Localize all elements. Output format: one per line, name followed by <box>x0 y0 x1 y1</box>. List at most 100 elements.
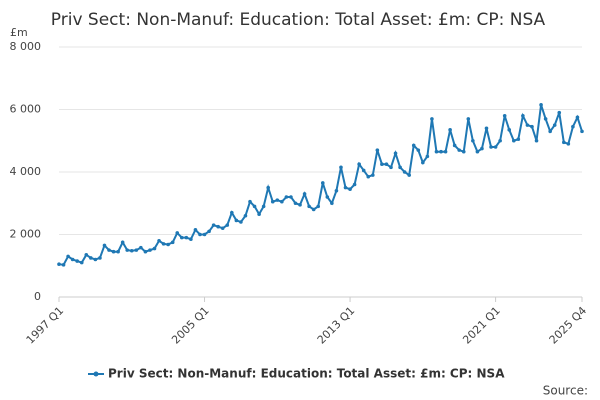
data-point <box>161 242 166 246</box>
data-point <box>525 123 530 127</box>
data-point <box>348 187 352 191</box>
data-point <box>343 185 348 190</box>
data-point <box>421 160 425 165</box>
data-point <box>398 165 402 170</box>
data-point <box>170 240 175 245</box>
y-tick-label: 6 000 <box>10 103 42 116</box>
data-point <box>416 148 421 152</box>
x-tick-label: 2005 Q1 <box>169 304 212 347</box>
data-point <box>571 124 575 129</box>
data-point <box>380 162 384 166</box>
data-point <box>448 128 452 132</box>
data-point <box>98 256 102 260</box>
data-point <box>129 248 134 253</box>
legend-marker <box>93 371 99 377</box>
data-point <box>493 145 498 149</box>
data-point <box>311 207 316 212</box>
data-point <box>543 117 548 121</box>
data-point <box>489 145 493 149</box>
series-line <box>58 104 583 266</box>
data-point <box>366 174 371 179</box>
data-point <box>425 154 430 159</box>
data-point <box>320 181 325 185</box>
data-point <box>357 162 361 166</box>
source: Source: <box>543 384 588 398</box>
data-point <box>166 242 170 247</box>
data-point <box>207 229 211 234</box>
data-point <box>102 243 107 248</box>
data-point <box>107 248 111 252</box>
data-point <box>270 199 275 204</box>
data-point <box>443 149 448 154</box>
data-point <box>457 148 462 152</box>
data-point <box>179 235 184 240</box>
data-point <box>511 138 516 143</box>
data-point <box>148 248 152 252</box>
y-tick-label: 2 000 <box>10 228 42 241</box>
data-point <box>480 146 484 151</box>
data-point <box>189 237 193 241</box>
data-point <box>411 143 416 148</box>
data-point <box>402 170 407 174</box>
data-point <box>361 168 366 173</box>
data-point <box>143 249 148 254</box>
data-point <box>152 246 157 251</box>
data-point <box>530 124 534 129</box>
data-point <box>339 165 343 170</box>
data-point <box>384 162 389 166</box>
data-point <box>302 192 307 196</box>
data-point <box>275 198 280 202</box>
legend-label: Priv Sect: Non-Manuf: Education: Total A… <box>108 367 505 381</box>
data-point <box>284 195 289 199</box>
data-point <box>280 199 284 204</box>
data-point <box>575 115 580 120</box>
data-point <box>534 138 539 143</box>
data-point <box>516 137 521 141</box>
data-point <box>89 256 93 260</box>
data-point <box>393 151 398 156</box>
data-point <box>557 110 562 115</box>
data-point <box>434 149 439 154</box>
data-point <box>566 142 571 146</box>
data-point <box>239 220 243 224</box>
y-tick-label: 8 000 <box>10 40 42 53</box>
data-point <box>193 228 198 232</box>
data-point <box>475 149 480 154</box>
data-point <box>70 257 75 262</box>
chart-title: Priv Sect: Non-Manuf: Education: Total A… <box>51 10 546 30</box>
data-point <box>257 212 261 216</box>
x-tick-label: 2013 Q1 <box>315 304 358 347</box>
data-point <box>407 173 411 177</box>
data-point <box>139 245 143 250</box>
data-point <box>116 249 120 254</box>
data-point <box>548 129 552 134</box>
data-point <box>507 128 512 132</box>
data-point <box>352 182 357 187</box>
data-point <box>325 195 330 199</box>
data-point <box>198 232 202 237</box>
data-point <box>79 260 84 265</box>
data-point <box>66 254 70 259</box>
data-point <box>502 113 507 118</box>
data-point <box>289 195 293 199</box>
data-point <box>61 263 66 267</box>
data-point <box>452 143 457 148</box>
data-point <box>211 223 216 227</box>
y-axis-label: £m <box>10 26 28 39</box>
data-point <box>298 203 302 207</box>
data-point <box>220 226 225 231</box>
data-point <box>93 257 98 262</box>
data-point <box>84 253 89 257</box>
data-point <box>111 249 116 254</box>
data-point <box>57 262 61 266</box>
data-point <box>430 117 434 121</box>
data-point <box>580 129 584 134</box>
data-point <box>466 117 471 121</box>
data-point <box>389 165 393 170</box>
data-point <box>461 149 466 154</box>
data-point <box>184 235 189 240</box>
data-point <box>266 185 271 190</box>
data-point <box>234 218 239 223</box>
data-point <box>498 138 502 143</box>
